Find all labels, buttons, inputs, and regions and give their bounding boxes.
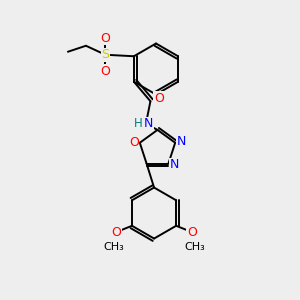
Text: N: N	[176, 135, 186, 148]
Text: O: O	[100, 32, 110, 45]
Text: O: O	[187, 226, 197, 239]
Text: O: O	[129, 136, 139, 149]
Text: N: N	[144, 117, 154, 130]
Text: S: S	[101, 48, 110, 61]
Text: O: O	[111, 226, 121, 239]
Text: CH₃: CH₃	[184, 242, 205, 252]
Text: O: O	[100, 65, 110, 78]
Text: N: N	[170, 158, 179, 171]
Text: CH₃: CH₃	[103, 242, 124, 252]
Text: H: H	[134, 117, 143, 130]
Text: O: O	[154, 92, 164, 105]
